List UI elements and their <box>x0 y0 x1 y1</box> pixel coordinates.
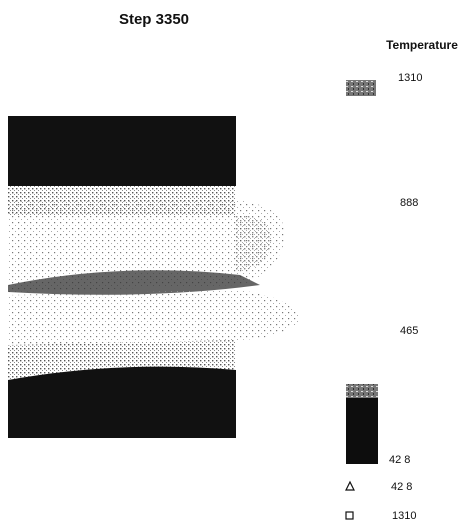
scale-transition <box>346 384 378 400</box>
scale-top <box>346 80 376 96</box>
scale-label: 42 8 <box>389 454 410 466</box>
flash-mesh <box>8 200 285 292</box>
max-marker-label: 1310 <box>392 510 416 522</box>
simulation-mesh <box>8 116 300 438</box>
scale-label: 1310 <box>398 72 422 84</box>
scale-label: 888 <box>400 197 418 209</box>
lower-part <box>8 366 236 438</box>
lower-mesh <box>8 340 236 380</box>
scale-bottom <box>346 398 378 464</box>
lower-flash-mesh <box>8 290 300 345</box>
title: Step 3350 <box>119 11 189 28</box>
scale-label: 465 <box>400 325 418 337</box>
flash-curl <box>236 215 272 272</box>
legend-title: Temperature <box>386 38 458 52</box>
upper-part <box>8 116 236 186</box>
min-marker-label: 42 8 <box>391 481 412 493</box>
min-marker-icon <box>345 480 355 491</box>
weld-line <box>8 270 260 295</box>
max-marker-icon <box>345 511 354 520</box>
color-scale <box>346 80 378 464</box>
